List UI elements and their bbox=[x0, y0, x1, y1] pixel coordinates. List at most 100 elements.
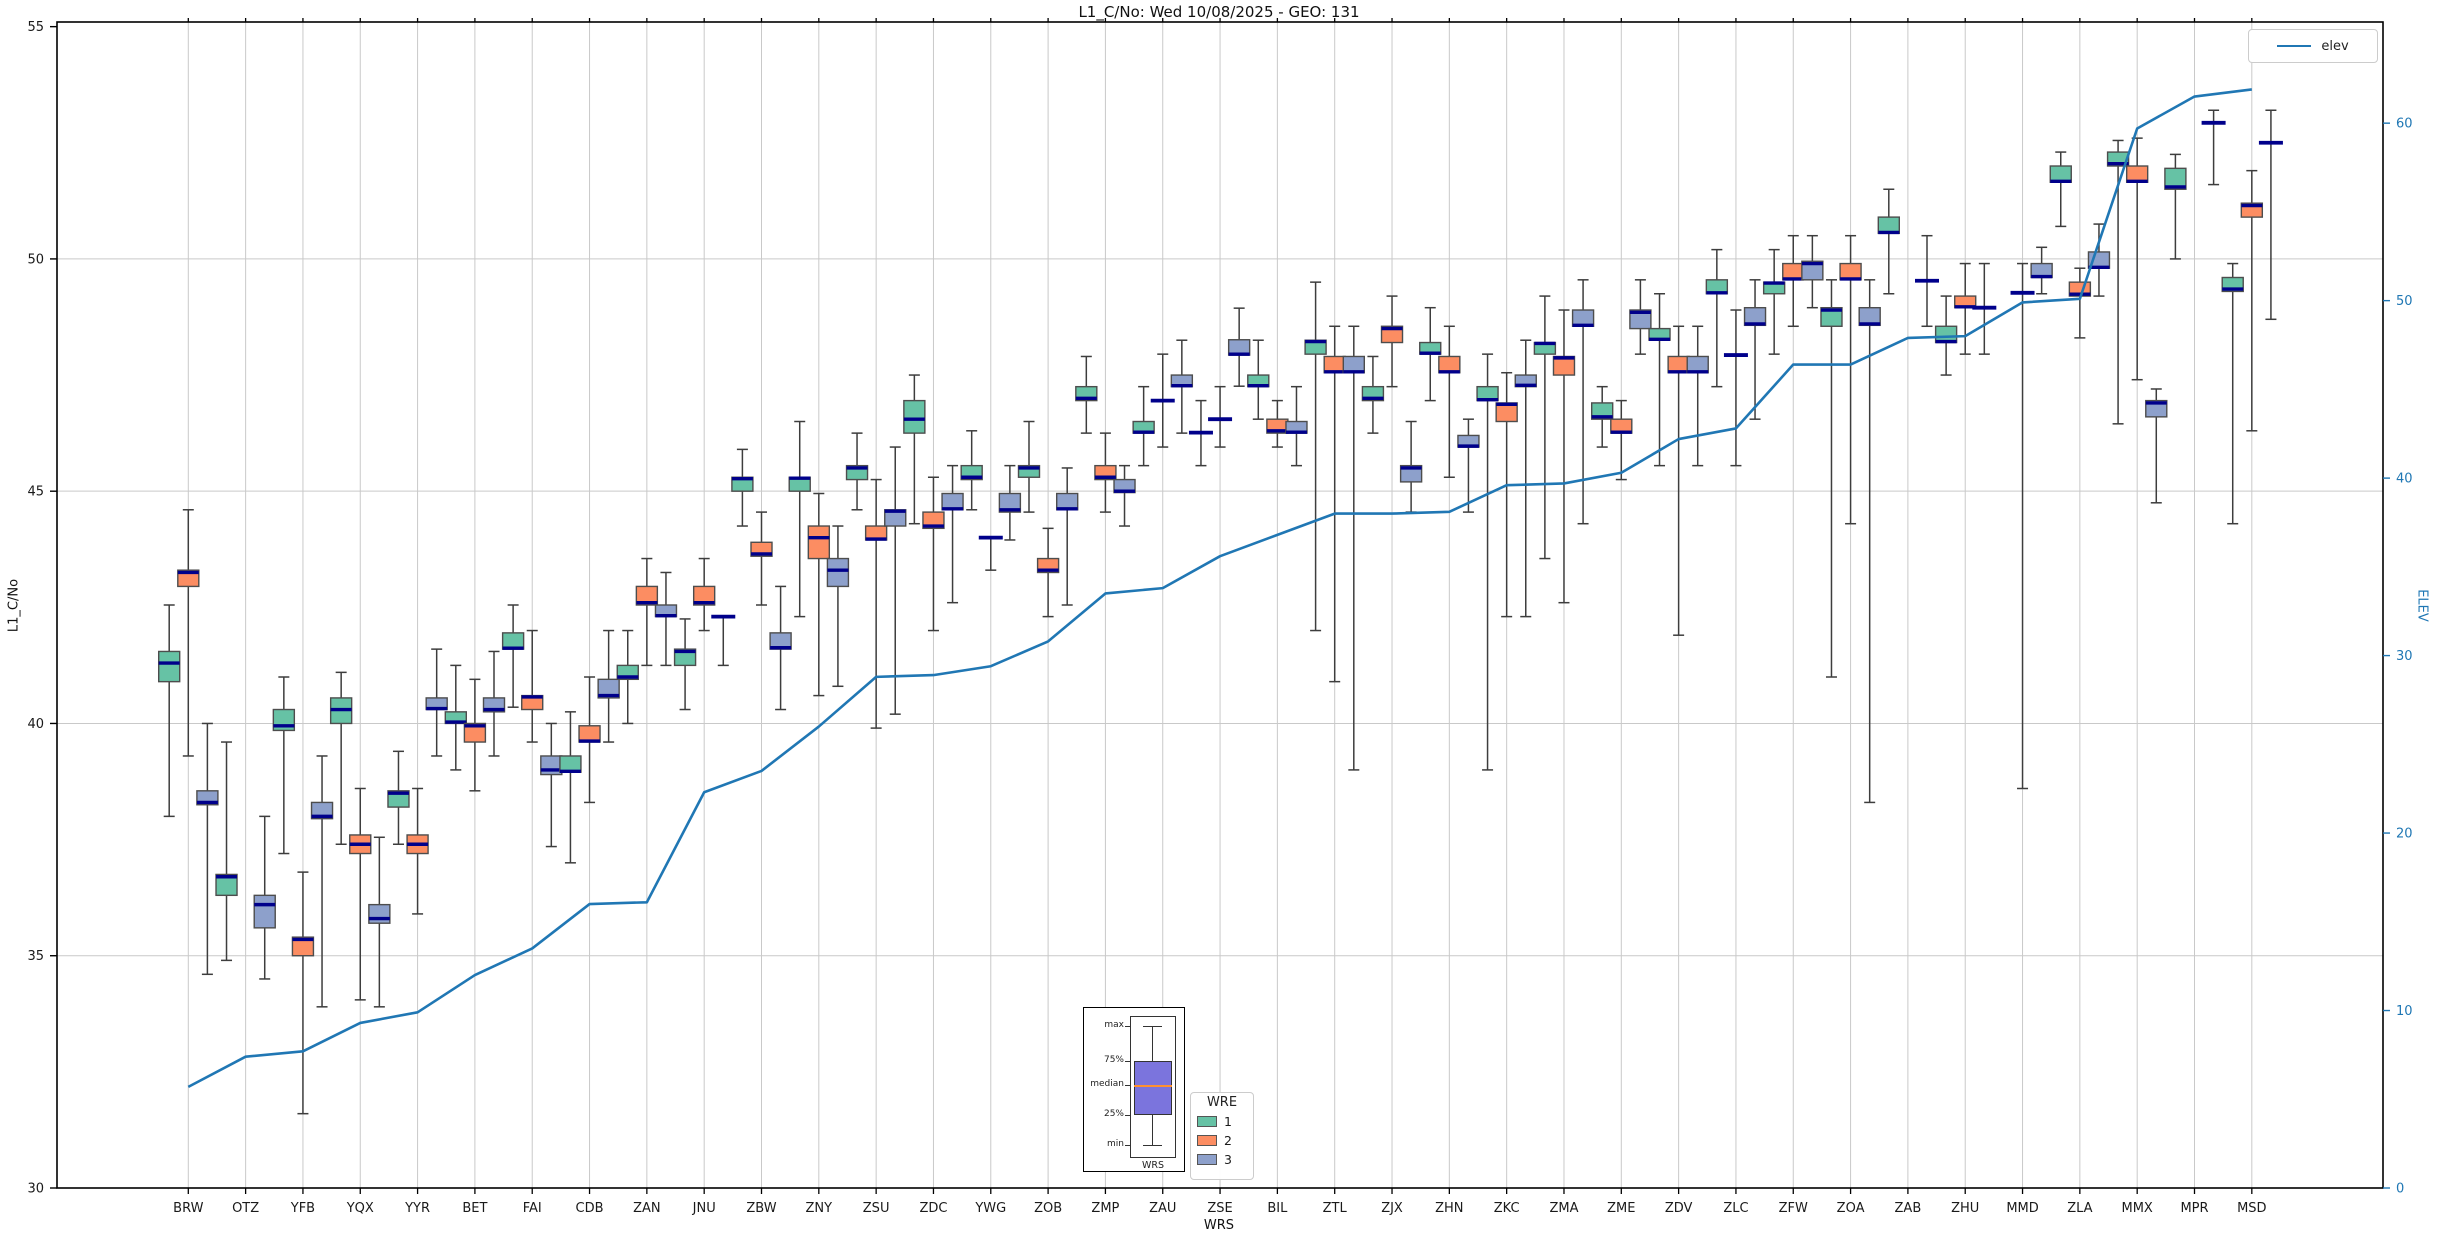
x-tick-label-ZLC: ZLC bbox=[1723, 1201, 1748, 1216]
inset-box bbox=[1134, 1061, 1172, 1115]
box-YFB-wre2 bbox=[291, 936, 315, 957]
y-right-tick-label: 30 bbox=[2396, 649, 2413, 664]
box-YQX-wre3 bbox=[368, 903, 391, 924]
box-OTZ-wre1 bbox=[215, 873, 238, 897]
box-ZME-wre1 bbox=[1590, 402, 1614, 420]
wre-legend-item-3: 3 bbox=[1191, 1150, 1253, 1169]
x-tick-label-ZAN: ZAN bbox=[633, 1201, 661, 1216]
y-right-tick-label: 40 bbox=[2396, 472, 2413, 487]
wre1-label: 1 bbox=[1224, 1114, 1232, 1129]
x-tick-label-ZOA: ZOA bbox=[1837, 1201, 1865, 1216]
box-ZOA-wre1 bbox=[1820, 306, 1843, 327]
x-tick-label-ZOB: ZOB bbox=[1034, 1201, 1062, 1216]
wre3-label: 3 bbox=[1224, 1152, 1232, 1167]
x-axis-label: WRS bbox=[1203, 1218, 1235, 1233]
x-tick-label-ZDC: ZDC bbox=[919, 1201, 947, 1216]
x-tick-label-MMD: MMD bbox=[2006, 1201, 2038, 1216]
inset-label-25: 25% bbox=[1103, 1109, 1124, 1119]
y-left-tick-label: 45 bbox=[27, 485, 44, 500]
box-OTZ-wre3 bbox=[253, 894, 276, 929]
y-right-tick-label: 10 bbox=[2396, 1004, 2413, 1019]
y-right-tick-label: 0 bbox=[2396, 1182, 2404, 1197]
x-tick-label-BET: BET bbox=[462, 1201, 487, 1216]
x-tick-label-MSD: MSD bbox=[2237, 1201, 2266, 1216]
x-tick-label-ZJX: ZJX bbox=[1381, 1201, 1403, 1216]
y-axis-label-right: ELEV bbox=[2414, 589, 2430, 622]
box-BRW-wre2 bbox=[177, 569, 200, 588]
box-BRW-wre1 bbox=[157, 650, 181, 683]
box-JNU-wre1 bbox=[673, 648, 697, 667]
box-ZNY-wre2 bbox=[807, 525, 831, 560]
box-ZJX-wre2 bbox=[1380, 325, 1404, 344]
box-ZJX-wre3 bbox=[1399, 464, 1423, 483]
inset-tick bbox=[1125, 1085, 1130, 1086]
box-YWG-wre3 bbox=[998, 492, 1022, 513]
box-MMX-wre3 bbox=[2145, 399, 2168, 418]
inset-tick bbox=[1125, 1115, 1130, 1116]
inset-label-75: 75% bbox=[1103, 1055, 1124, 1065]
inset-x-label: WRS bbox=[1141, 1160, 1165, 1171]
x-tick-label-ZME: ZME bbox=[1607, 1201, 1635, 1216]
chart-title: L1_C/No: Wed 10/08/2025 - GEO: 131 bbox=[1078, 3, 1360, 21]
box-ZOB-wre1 bbox=[1017, 464, 1041, 478]
box-ZDC-wre1 bbox=[903, 399, 926, 434]
wre-legend-item-1: 1 bbox=[1191, 1112, 1253, 1131]
wre1-swatch bbox=[1197, 1116, 1217, 1127]
box-ZDC-wre2 bbox=[922, 511, 945, 530]
y-left-tick-label: 35 bbox=[27, 949, 44, 964]
inset-cap-min bbox=[1143, 1145, 1162, 1146]
x-tick-label-ZFW: ZFW bbox=[1779, 1201, 1808, 1216]
box-ZFW-wre3 bbox=[1801, 260, 1824, 281]
x-tick-label-ZDV: ZDV bbox=[1665, 1201, 1693, 1216]
y-left-tick-label: 55 bbox=[27, 20, 44, 35]
x-tick-label-JNU: JNU bbox=[692, 1201, 716, 1216]
x-tick-label-YQX: YQX bbox=[346, 1201, 374, 1216]
wre2-swatch bbox=[1197, 1135, 1217, 1146]
box-ZAN-wre2 bbox=[635, 585, 659, 606]
x-tick-label-CDB: CDB bbox=[576, 1201, 604, 1216]
y-axis-label-left: L1_C/No bbox=[6, 578, 22, 633]
inset-cap-max bbox=[1143, 1026, 1162, 1027]
x-tick-label-ZNY: ZNY bbox=[806, 1201, 833, 1216]
x-tick-label-ZHN: ZHN bbox=[1435, 1201, 1463, 1216]
inset-label-min: min bbox=[1107, 1139, 1124, 1149]
box-MPR-wre1 bbox=[2164, 167, 2187, 190]
x-tick-label-ZBW: ZBW bbox=[746, 1201, 776, 1216]
inset-whisker-lower bbox=[1152, 1115, 1153, 1145]
x-tick-label-ZHU: ZHU bbox=[1951, 1201, 1979, 1216]
x-tick-label-ZKC: ZKC bbox=[1494, 1201, 1520, 1216]
elev-line bbox=[187, 88, 2252, 1088]
x-tick-label-ZLA: ZLA bbox=[2067, 1201, 2092, 1216]
inset-label-max: max bbox=[1104, 1020, 1124, 1030]
elev-line-sample bbox=[2277, 45, 2312, 47]
x-tick-label-ZMP: ZMP bbox=[1091, 1201, 1119, 1216]
inset-tick bbox=[1125, 1145, 1130, 1146]
y-right-tick-label: 60 bbox=[2396, 117, 2413, 132]
box-JNU-wre2 bbox=[692, 585, 716, 606]
inset-axes-frame bbox=[1130, 1016, 1176, 1158]
x-tick-label-BIL: BIL bbox=[1267, 1201, 1288, 1216]
box-ZNY-wre3 bbox=[826, 557, 850, 588]
x-tick-label-ZAU: ZAU bbox=[1149, 1201, 1176, 1216]
x-tick-label-ZMA: ZMA bbox=[1549, 1201, 1578, 1216]
x-tick-label-YYR: YYR bbox=[404, 1201, 430, 1216]
wre3-swatch bbox=[1197, 1154, 1217, 1165]
elev-legend: elev bbox=[2248, 29, 2378, 63]
box-ZME-wre3 bbox=[1629, 309, 1652, 330]
y-left-tick-label: 50 bbox=[27, 252, 44, 267]
inset-tick bbox=[1125, 1026, 1130, 1027]
wre-legend-item-2: 2 bbox=[1191, 1131, 1253, 1150]
box-YYR-wre1 bbox=[387, 790, 410, 808]
x-tick-label-ZAB: ZAB bbox=[1895, 1201, 1922, 1216]
x-tick-label-FAI: FAI bbox=[523, 1201, 542, 1216]
x-tick-label-BRW: BRW bbox=[173, 1201, 203, 1216]
box-CDB-wre3 bbox=[597, 678, 620, 699]
box-YFB-wre3 bbox=[310, 801, 334, 820]
boxplot-anatomy-inset: max 75% median 25% min WRS bbox=[1083, 1007, 1185, 1172]
inset-whisker-upper bbox=[1152, 1026, 1153, 1061]
x-tick-label-YWG: YWG bbox=[974, 1201, 1006, 1216]
box-BET-wre2 bbox=[463, 722, 487, 743]
inset-median-line bbox=[1134, 1085, 1172, 1087]
